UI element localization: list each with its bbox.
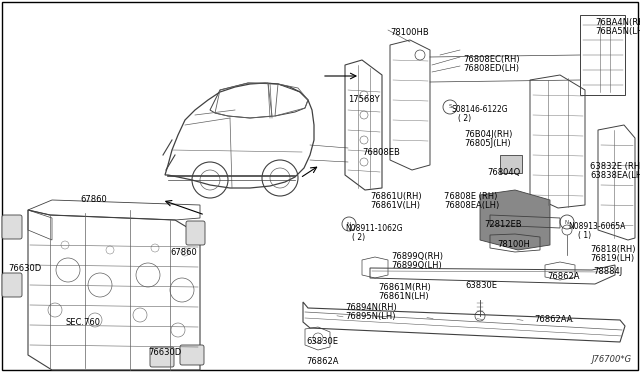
FancyBboxPatch shape: [2, 215, 22, 239]
Text: 63838EA(LH): 63838EA(LH): [590, 171, 640, 180]
FancyBboxPatch shape: [186, 221, 205, 245]
Text: 76894N(RH): 76894N(RH): [345, 303, 397, 312]
Text: 76899Q(RH): 76899Q(RH): [391, 252, 443, 261]
Text: 76808ED(LH): 76808ED(LH): [463, 64, 519, 73]
Text: 78884J: 78884J: [593, 267, 622, 276]
Text: 63830E: 63830E: [465, 281, 497, 290]
Text: 76630D: 76630D: [8, 264, 41, 273]
Text: ( 2): ( 2): [458, 114, 471, 123]
Text: 78100H: 78100H: [497, 240, 530, 249]
Text: S: S: [448, 105, 452, 109]
Text: ( 2): ( 2): [352, 233, 365, 242]
Text: SEC.760: SEC.760: [65, 318, 100, 327]
Text: 76B04J(RH): 76B04J(RH): [464, 130, 513, 139]
FancyBboxPatch shape: [180, 345, 204, 365]
Text: 76899Q(LH): 76899Q(LH): [391, 261, 442, 270]
Text: N08911-1062G: N08911-1062G: [345, 224, 403, 233]
Text: 76808EA(LH): 76808EA(LH): [444, 201, 499, 210]
Text: 76808EC(RH): 76808EC(RH): [463, 55, 520, 64]
Text: N: N: [565, 219, 569, 224]
Text: 76808EB: 76808EB: [362, 148, 400, 157]
Text: 76805J(LH): 76805J(LH): [464, 139, 511, 148]
Text: 76804Q: 76804Q: [487, 168, 520, 177]
Text: 63830E: 63830E: [306, 337, 338, 346]
Text: 72812EB: 72812EB: [484, 220, 522, 229]
Text: ( 1): ( 1): [578, 231, 591, 240]
Text: 76862A: 76862A: [547, 272, 579, 281]
Text: 76861M(RH): 76861M(RH): [378, 283, 431, 292]
Text: 76BA5N(LH): 76BA5N(LH): [595, 27, 640, 36]
Text: 76819(LH): 76819(LH): [590, 254, 634, 263]
Text: 63832E (RH): 63832E (RH): [590, 162, 640, 171]
Text: 76630D: 76630D: [148, 348, 181, 357]
Text: S08146-6122G: S08146-6122G: [452, 105, 509, 114]
Text: 76861U(RH): 76861U(RH): [370, 192, 422, 201]
FancyBboxPatch shape: [150, 347, 174, 367]
Text: J76700*G: J76700*G: [592, 355, 632, 364]
Text: 76808E (RH): 76808E (RH): [444, 192, 497, 201]
Text: 76BA4N(RH): 76BA4N(RH): [595, 18, 640, 27]
Text: 76861V(LH): 76861V(LH): [370, 201, 420, 210]
Text: 76818(RH): 76818(RH): [590, 245, 636, 254]
Text: N: N: [347, 221, 351, 227]
Text: N08913-6065A: N08913-6065A: [568, 222, 625, 231]
Text: 76862AA: 76862AA: [534, 315, 573, 324]
Text: 76895N(LH): 76895N(LH): [345, 312, 396, 321]
Text: 78100HB: 78100HB: [390, 28, 429, 37]
Text: 67860: 67860: [80, 195, 107, 204]
Text: 67860: 67860: [170, 248, 196, 257]
Polygon shape: [480, 190, 550, 250]
Bar: [500, 155, 522, 173]
FancyBboxPatch shape: [2, 273, 22, 297]
Text: 76861N(LH): 76861N(LH): [378, 292, 429, 301]
Text: 76862A: 76862A: [306, 357, 339, 366]
Text: 17568Y: 17568Y: [348, 95, 380, 104]
